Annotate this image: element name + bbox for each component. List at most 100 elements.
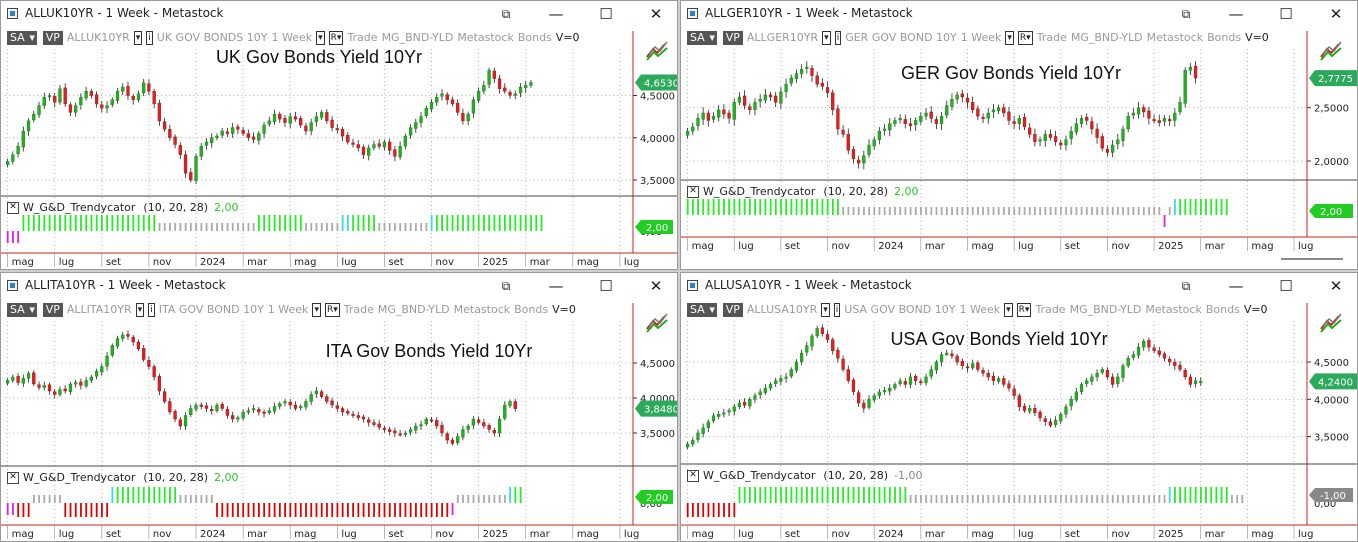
candle-body [11, 376, 15, 381]
trend-lines-icon[interactable] [1319, 41, 1343, 61]
last-price-label: 4,2400 [1318, 377, 1353, 388]
chart-canvas[interactable]: GER Gov Bonds Yield 10Yr 2,5000 2,0000 2,77… [681, 1, 1358, 270]
indicator-close-icon[interactable]: ✕ [687, 186, 699, 198]
minimize-button[interactable]: — [1228, 5, 1244, 23]
sa-button[interactable]: SA [7, 31, 28, 45]
trendycator-bar [27, 503, 30, 517]
r-button[interactable]: R▾ [1017, 31, 1033, 45]
candle-body [799, 69, 804, 74]
detach-icon[interactable]: ⧉ [1181, 279, 1191, 293]
period-dropdown-icon[interactable]: ▾ [316, 31, 325, 45]
indicator-close-icon[interactable]: ✕ [687, 470, 699, 482]
sa-dropdown-icon[interactable]: ▼ [707, 303, 717, 317]
trendycator-bar [754, 487, 756, 503]
trendycator-bar [728, 503, 731, 517]
sa-dropdown-icon[interactable]: ▼ [707, 31, 717, 45]
detach-icon[interactable]: ⧉ [501, 7, 511, 21]
candle-body [1007, 383, 1011, 389]
symbol-dropdown-icon[interactable]: ▾ [821, 303, 830, 317]
candle-body [706, 112, 710, 121]
trendycator-bar [268, 503, 271, 517]
detach-icon[interactable]: ⧉ [501, 279, 511, 293]
r-button[interactable]: R▾ [1016, 303, 1032, 317]
trend-lines-icon[interactable] [1319, 313, 1343, 333]
info-icon[interactable]: i [834, 31, 842, 45]
candle-body [476, 419, 481, 423]
sa-button[interactable]: SA [7, 303, 28, 317]
candle-body [408, 127, 413, 136]
candle-body [204, 405, 209, 409]
trendycator-bar [1070, 207, 1073, 215]
sa-button[interactable]: SA [687, 303, 708, 317]
chart-canvas[interactable]: USA Gov Bonds Yield 10Yr 4,5000 4,0000 3,50… [681, 273, 1358, 542]
candle-body [79, 381, 83, 386]
symbol-dropdown-icon[interactable]: ▾ [822, 31, 831, 45]
candle-body [691, 440, 695, 445]
trendycator-bar [158, 223, 161, 231]
maximize-button[interactable]: ☐ [1279, 277, 1293, 295]
candle-body [1007, 111, 1011, 121]
r-button[interactable]: R▾ [324, 303, 340, 317]
maximize-button[interactable]: ☐ [599, 5, 613, 23]
period-dropdown-icon[interactable]: ▾ [1004, 303, 1013, 317]
info-icon[interactable]: i [148, 303, 155, 317]
trendycator-bar [174, 487, 177, 503]
sa-dropdown-icon[interactable]: ▼ [27, 303, 37, 317]
chart-window-usa[interactable]: ALLUSA10YR - 1 Week - Metastock ⧉ — ☐ ✕ SA ▼ VP… [680, 272, 1358, 542]
vp-button[interactable]: VP [722, 303, 743, 317]
vp-button[interactable]: VP [722, 31, 743, 45]
trendycator-bar [210, 223, 213, 231]
trade-label[interactable]: Trade [343, 303, 374, 316]
indicator-close-icon[interactable]: ✕ [7, 202, 19, 214]
chart-canvas[interactable]: UK Gov Bonds Yield 10Yr 4,5000 4,0000 3,500… [1, 1, 678, 270]
close-button[interactable]: ✕ [1329, 5, 1343, 23]
trade-label[interactable]: Trade [347, 31, 378, 44]
candle-body [246, 410, 250, 413]
candle-body [419, 116, 423, 123]
candle-body [701, 427, 705, 434]
close-button[interactable]: ✕ [649, 277, 663, 295]
maximize-button[interactable]: ☐ [1279, 5, 1293, 23]
chart-window-uk[interactable]: ALLUK10YR - 1 Week - Metastock ⧉ — ☐ ✕ SA ▼ VP A… [0, 0, 678, 270]
candle-body [929, 369, 933, 377]
symbol-dropdown-icon[interactable]: ▾ [135, 303, 145, 317]
period-dropdown-icon[interactable]: ▾ [1005, 31, 1014, 45]
candle-body [732, 406, 736, 412]
candle-body [246, 133, 250, 138]
trendycator-bar [462, 495, 464, 503]
r-button[interactable]: R▾ [328, 31, 344, 45]
vp-button[interactable]: VP [42, 31, 63, 45]
minimize-button[interactable]: — [548, 5, 564, 23]
indicator-header: ✕ W_G&D_Trendycator (10, 20, 28) 2,00 [7, 201, 238, 214]
trend-lines-icon[interactable] [645, 41, 669, 61]
vp-button[interactable]: VP [42, 303, 63, 317]
period-dropdown-icon[interactable]: ▾ [312, 303, 321, 317]
maximize-button[interactable]: ☐ [599, 277, 613, 295]
candle-body [960, 361, 964, 366]
chart-canvas[interactable]: ITA Gov Bonds Yield 10Yr 4,5000 4,0000 3,50… [1, 273, 678, 542]
candle-body [971, 102, 975, 111]
time-tick-label: mag [12, 257, 34, 268]
trade-label[interactable]: Trade [1035, 303, 1066, 316]
chart-window-ger[interactable]: ALLGER10YR - 1 Week - Metastock ⧉ — ☐ ✕ SA ▼ VP… [680, 0, 1358, 270]
trade-label[interactable]: Trade [1036, 31, 1067, 44]
candle-body [939, 115, 944, 124]
info-icon[interactable]: i [146, 31, 153, 45]
candle-body [857, 392, 861, 404]
info-icon[interactable]: i [833, 303, 841, 317]
symbol-dropdown-icon[interactable]: ▾ [133, 31, 143, 45]
chart-window-ita[interactable]: ALLITA10YR - 1 Week - Metastock ⧉ — ☐ ✕ SA ▼ VP… [0, 272, 678, 542]
minimize-button[interactable]: — [548, 277, 564, 295]
sa-button[interactable]: SA [687, 31, 708, 45]
close-button[interactable]: ✕ [1329, 277, 1343, 295]
candle-body [304, 401, 308, 408]
minimize-button[interactable]: — [1228, 277, 1244, 295]
trendycator-bar [759, 487, 762, 503]
close-button[interactable]: ✕ [649, 5, 663, 23]
indicator-close-icon[interactable]: ✕ [7, 472, 19, 484]
candle-body [126, 334, 130, 337]
detach-icon[interactable]: ⧉ [1181, 7, 1191, 21]
trend-lines-icon[interactable] [645, 313, 669, 333]
candle-body [1002, 378, 1006, 385]
sa-dropdown-icon[interactable]: ▼ [27, 31, 37, 45]
